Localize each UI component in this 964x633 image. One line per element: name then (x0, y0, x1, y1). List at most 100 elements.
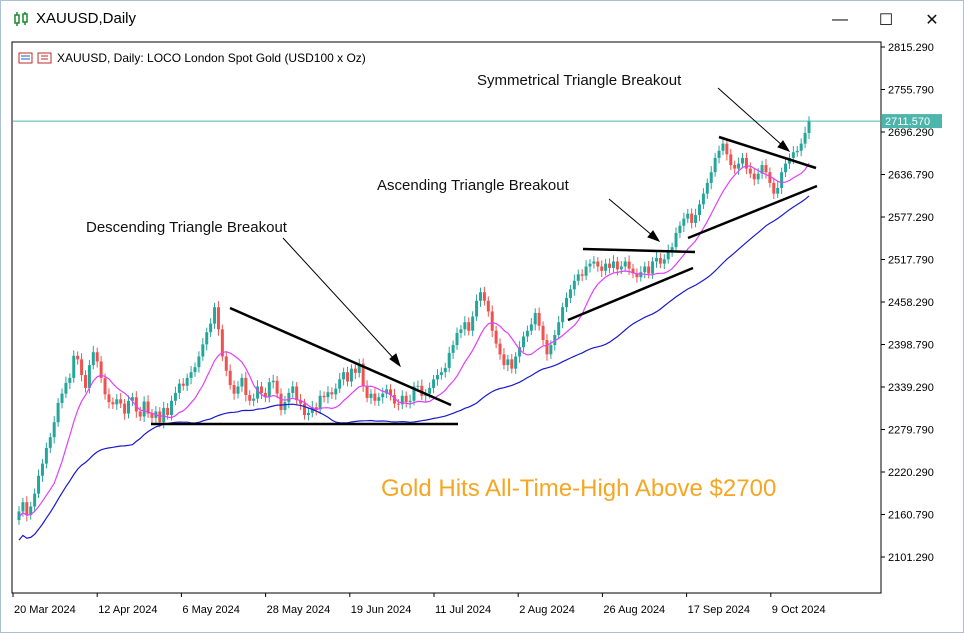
close-button[interactable]: ✕ (909, 7, 955, 33)
candle (784, 158, 788, 177)
candle (803, 126, 807, 148)
candle (647, 261, 651, 279)
candle (799, 138, 803, 157)
candle (584, 260, 588, 281)
x-tick-label: 2 Aug 2024 (519, 604, 575, 616)
candle (99, 356, 103, 383)
candle (29, 501, 33, 520)
descending-triangle-label: Descending Triangle Breakout (86, 219, 288, 236)
headline-text: Gold Hits All-Time-High Above $2700 (381, 475, 776, 502)
candle (432, 374, 436, 394)
candle (537, 307, 541, 331)
maximize-icon: ☐ (878, 12, 894, 29)
candle (134, 391, 138, 418)
candle (713, 153, 717, 177)
candle (420, 379, 424, 401)
candle (447, 346, 451, 373)
candle (396, 399, 400, 411)
candle (21, 497, 25, 517)
candle (213, 302, 217, 329)
candle (694, 208, 698, 228)
candle (369, 389, 373, 404)
candle (490, 305, 494, 338)
candle (451, 340, 455, 359)
candle (787, 153, 791, 169)
candle (252, 393, 256, 407)
candle (326, 386, 330, 404)
candle (111, 397, 115, 409)
candle (295, 382, 299, 406)
candle (224, 351, 228, 377)
candle (373, 388, 377, 406)
y-tick-label: 2101.290 (888, 552, 934, 564)
candle (705, 178, 709, 199)
candle (568, 284, 572, 304)
candle (256, 380, 260, 403)
candle (658, 253, 662, 269)
y-tick-label: 2220.290 (888, 467, 934, 479)
candle (439, 367, 443, 380)
window-title: XAUUSD,Daily (36, 10, 137, 27)
candle (40, 459, 44, 482)
candle (522, 331, 526, 352)
candle (553, 329, 557, 351)
candle (486, 296, 490, 317)
candle (150, 409, 154, 424)
candle (205, 327, 209, 351)
y-tick-label: 2339.290 (888, 382, 934, 394)
minimize-button[interactable]: — (817, 7, 863, 33)
candle (635, 268, 639, 283)
candle (725, 139, 729, 161)
candle (68, 373, 72, 389)
candle (737, 157, 741, 175)
candle (795, 145, 799, 157)
maximize-button[interactable]: ☐ (863, 7, 909, 33)
candle (334, 383, 338, 400)
candle (576, 269, 580, 286)
candle (506, 354, 510, 372)
candle (478, 287, 482, 307)
title-bar: XAUUSD,Daily — ☐ ✕ (1, 1, 963, 37)
candle (357, 358, 361, 378)
candle (91, 345, 95, 370)
candle (228, 364, 232, 390)
candle (115, 394, 119, 410)
candle (572, 274, 576, 296)
price-chart[interactable]: XAUUSD, Daily: LOCO London Spot Gold (US… (11, 41, 956, 621)
x-tick-label: 17 Sep 2024 (688, 604, 750, 616)
candle (103, 373, 107, 400)
candle (177, 379, 181, 399)
candle (459, 324, 463, 339)
candle (259, 381, 263, 399)
candle (623, 257, 627, 272)
candle (741, 153, 745, 169)
y-tick-label: 2160.790 (888, 510, 934, 522)
candle (17, 506, 21, 525)
candle (588, 259, 592, 273)
x-tick-label: 26 Aug 2024 (603, 604, 665, 616)
candle (721, 137, 725, 156)
candle (729, 148, 733, 170)
candle (580, 269, 584, 282)
y-tick-label: 2517.790 (888, 255, 934, 267)
ascending-resistance-line (582, 247, 696, 254)
candle (518, 341, 522, 363)
candle (361, 358, 365, 392)
candle (173, 386, 177, 406)
candle (64, 376, 68, 398)
candle (776, 181, 780, 198)
y-tick-label: 2398.790 (888, 340, 934, 352)
candle (232, 380, 236, 400)
candle (80, 353, 84, 382)
candle (412, 381, 416, 406)
candle (127, 395, 131, 419)
candle (561, 302, 565, 329)
candle (662, 254, 666, 270)
chart-area[interactable]: XAUUSD, Daily: LOCO London Spot Gold (US… (11, 41, 956, 621)
x-tick-label: 9 Oct 2024 (772, 604, 826, 616)
candle (494, 325, 498, 349)
candle (48, 432, 52, 454)
y-tick-label: 2458.290 (888, 297, 934, 309)
candle (342, 367, 346, 386)
close-icon: ✕ (925, 12, 939, 29)
